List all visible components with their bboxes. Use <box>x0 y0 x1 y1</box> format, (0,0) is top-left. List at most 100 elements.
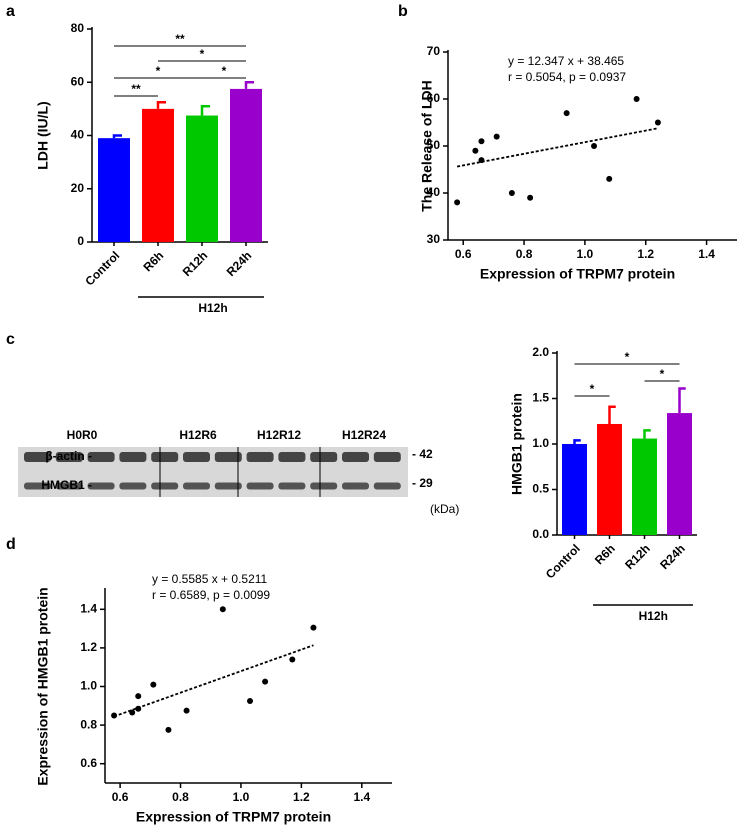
band <box>119 482 147 490</box>
significance-label: * <box>222 64 227 78</box>
unit-label: (kDa) <box>430 502 459 516</box>
point <box>606 175 613 182</box>
error-bar <box>643 429 651 439</box>
x-tick-label: 1.2 <box>293 790 310 804</box>
fit-stats: r = 0.6589, p = 0.0099 <box>152 588 270 602</box>
row-label: β-actin - <box>45 449 92 463</box>
bar <box>186 115 218 242</box>
y-tick-label: 20 <box>71 181 85 195</box>
panel-letter: b <box>398 3 408 20</box>
x-tick-label: R24h <box>224 248 255 279</box>
point <box>454 199 461 206</box>
point <box>508 190 515 196</box>
band <box>24 452 51 462</box>
x-tick-label: 1.2 <box>637 247 654 261</box>
x-tick-label: 1.4 <box>698 247 715 261</box>
x-tick-label: Control <box>543 541 583 581</box>
significance-label: * <box>200 47 205 61</box>
x-tick-label: 0.6 <box>112 790 129 804</box>
error-bar <box>200 104 210 116</box>
band <box>246 482 274 490</box>
y-axis-title: The Release of LDH <box>419 80 435 211</box>
point <box>111 712 118 719</box>
band <box>119 452 147 462</box>
bar <box>667 413 692 535</box>
band <box>310 452 338 462</box>
fit-line <box>456 127 659 168</box>
y-tick-label: 1.5 <box>532 391 549 405</box>
lane-label: H0R0 <box>67 428 98 442</box>
fit-equation: y = 0.5585 x + 0.5211 <box>152 572 268 586</box>
point <box>219 606 226 613</box>
band <box>342 452 369 462</box>
band <box>278 452 306 462</box>
band <box>55 452 83 462</box>
band <box>214 452 242 462</box>
marker-label: - 42 <box>412 447 433 461</box>
y-tick-label: 0 <box>77 234 84 248</box>
point <box>591 143 598 149</box>
y-tick-label: 70 <box>427 44 441 58</box>
y-axis-title: LDH (IU/L) <box>35 101 51 169</box>
significance-label: * <box>660 367 665 381</box>
bar <box>98 138 130 242</box>
point <box>183 707 190 714</box>
y-tick-label: 1.4 <box>80 601 97 615</box>
y-tick-label: 0.8 <box>80 717 97 731</box>
bar <box>230 88 262 242</box>
y-tick-label: 0.0 <box>532 527 549 541</box>
y-tick-label: 0.5 <box>532 482 549 496</box>
x-axis-title: Expression of TRPM7 protein <box>136 809 331 825</box>
band <box>55 482 83 490</box>
band <box>183 452 210 462</box>
y-tick-label: 40 <box>71 128 85 142</box>
point <box>165 726 172 733</box>
y-tick-label: 1.2 <box>80 640 97 654</box>
error-bar <box>678 387 686 414</box>
significance-label: ** <box>175 32 185 46</box>
group-label: H12h <box>639 609 668 623</box>
y-tick-label: 80 <box>71 21 85 35</box>
band <box>214 482 242 490</box>
significance-label: * <box>625 350 630 364</box>
panel-letter: d <box>6 536 16 553</box>
group-label: H12h <box>198 301 227 315</box>
bar <box>632 438 657 535</box>
y-tick-label: 2.0 <box>532 345 549 359</box>
y-tick-label: 30 <box>427 232 441 246</box>
x-tick-label: 0.8 <box>172 790 189 804</box>
point <box>478 138 485 145</box>
y-tick-label: 1.0 <box>80 679 97 693</box>
panel-letter: c <box>6 331 15 348</box>
band <box>183 482 210 490</box>
bar <box>562 444 587 535</box>
x-tick-label: R24h <box>657 541 688 572</box>
error-bar <box>608 405 616 424</box>
y-axis-title: Expression of HMGB1 protein <box>35 587 51 785</box>
y-tick-label: 60 <box>427 91 441 105</box>
x-tick-label: R6h <box>592 541 618 567</box>
point <box>493 133 500 140</box>
band <box>246 452 274 462</box>
y-tick-label: 0.6 <box>80 756 97 770</box>
point <box>527 194 534 201</box>
x-tick-label: R12h <box>180 248 211 279</box>
significance-label: ** <box>131 82 141 96</box>
band <box>373 452 401 462</box>
significance-label: * <box>156 64 161 78</box>
error-bar <box>573 439 581 444</box>
band <box>373 482 401 490</box>
y-tick-label: 60 <box>71 74 85 88</box>
band <box>342 482 369 490</box>
significance-label: * <box>590 382 595 396</box>
lane-label: H12R12 <box>257 428 301 442</box>
band <box>151 482 179 490</box>
point <box>247 697 254 704</box>
fit-stats: r = 0.5054, p = 0.0937 <box>508 70 626 84</box>
band <box>278 482 306 490</box>
y-tick-label: 1.0 <box>532 436 549 450</box>
point <box>633 96 640 102</box>
lane-label: H12R6 <box>179 428 217 442</box>
bar <box>597 423 622 535</box>
